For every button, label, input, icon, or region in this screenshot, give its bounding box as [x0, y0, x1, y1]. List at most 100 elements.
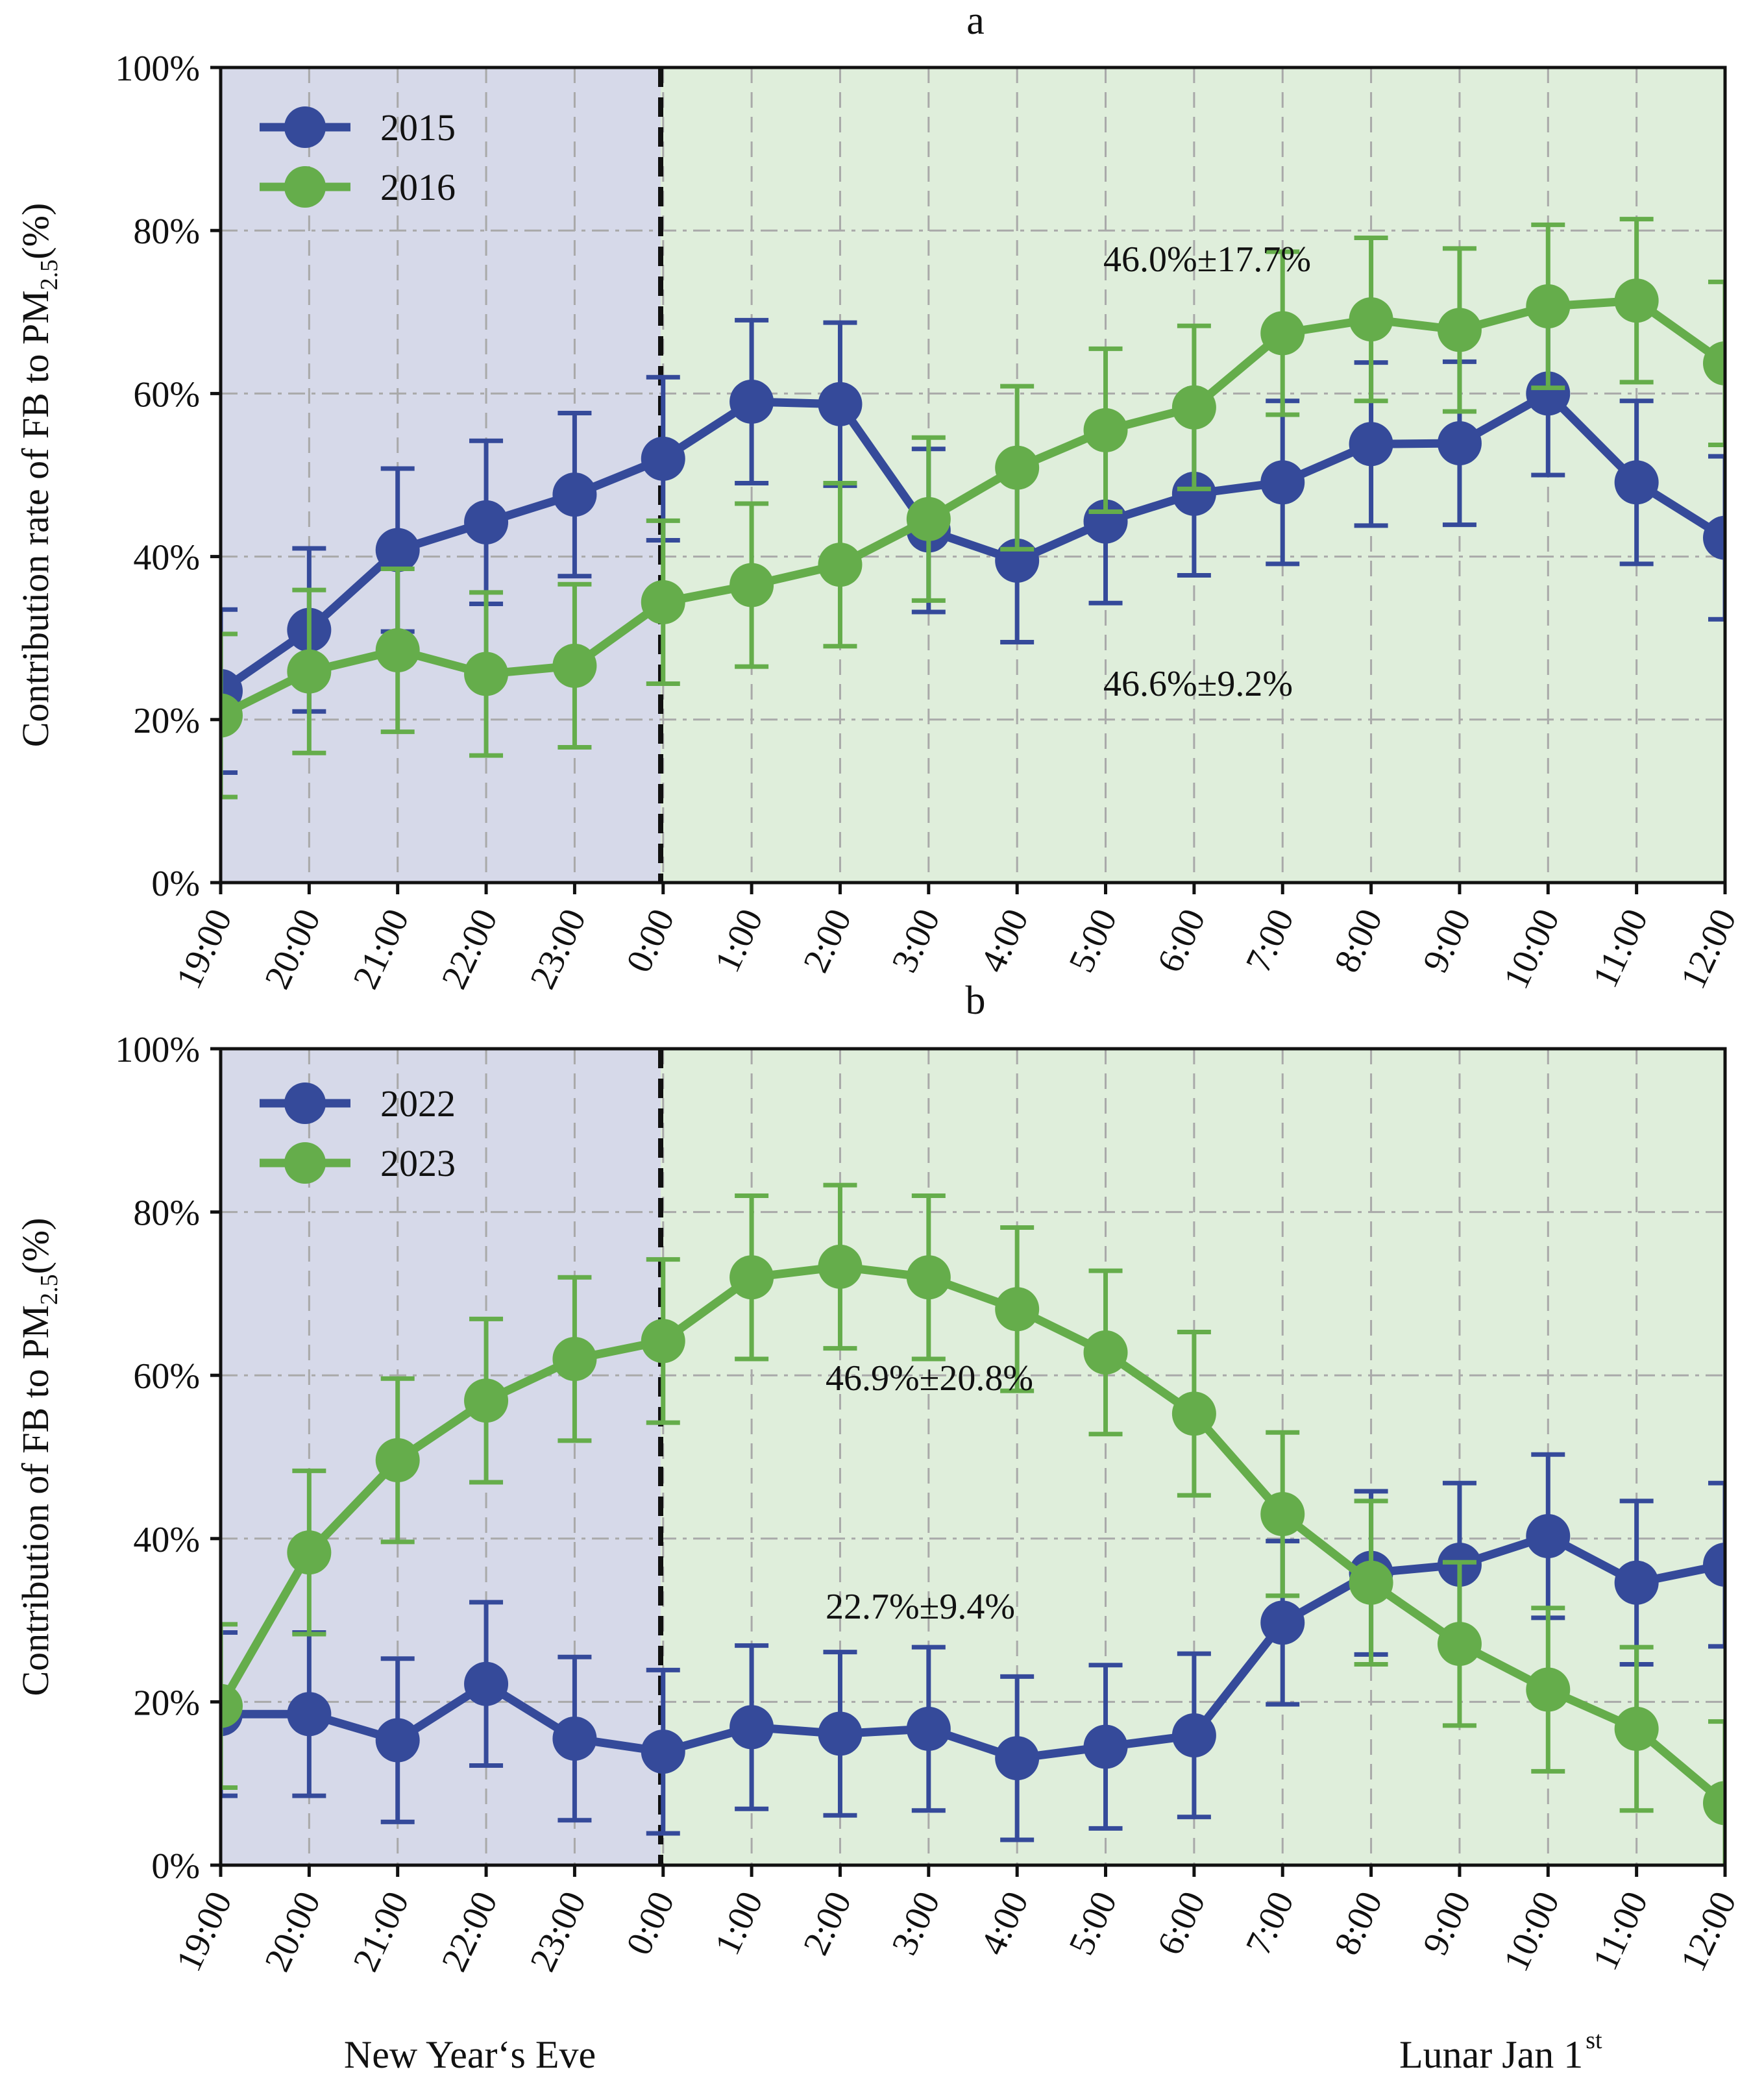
y-tick-label: 0% [151, 1846, 200, 1887]
annotation-upper: 46.9%±20.8% [826, 1358, 1033, 1399]
data-point [1703, 1543, 1725, 1587]
data-point [1083, 1724, 1128, 1769]
x-tick-label: 6:00 [1149, 1885, 1213, 1961]
data-point [375, 1718, 420, 1763]
data-point [1526, 1514, 1571, 1559]
x-tick-label: 23:00 [522, 1885, 594, 1977]
x-tick-label: 9:00 [1415, 903, 1478, 978]
x-tick-label: 8:00 [1327, 1885, 1390, 1961]
data-point [1703, 515, 1725, 560]
annotation-lower: 22.7%±9.4% [826, 1587, 1015, 1627]
panel-a: a 0% 20% 40% 60% 80% 100% 19:00 20:00 21:00 22:0… [14, 0, 1745, 995]
data-point [729, 1705, 774, 1750]
panel-b-title: b [966, 979, 986, 1023]
x-tick-label: 6:00 [1149, 903, 1213, 978]
data-point [1349, 297, 1393, 342]
data-point [464, 1378, 509, 1423]
data-point [1526, 1667, 1571, 1712]
data-point [1349, 1560, 1393, 1605]
data-point [1171, 1713, 1216, 1757]
x-tick-label: 10:00 [1496, 1885, 1567, 1977]
annotation-lower: 46.6%±9.2% [1103, 664, 1293, 704]
x-tick-label: 2:00 [796, 1885, 859, 1961]
y-tick-label: 20% [133, 701, 200, 741]
data-point [641, 580, 685, 624]
data-point [1437, 1622, 1482, 1667]
data-point [464, 1661, 509, 1706]
data-point [464, 500, 509, 544]
data-point [552, 1337, 597, 1382]
legend-label: 2023 [380, 1142, 456, 1184]
data-point [552, 472, 597, 517]
x-tick-label: 12:00 [1673, 903, 1745, 995]
y-tick-label: 100% [115, 49, 200, 89]
x-tick-label: 1:00 [707, 903, 771, 978]
data-point [1349, 422, 1393, 467]
plot-frame [219, 66, 1727, 885]
y-tick-label: 0% [151, 864, 200, 904]
data-point [995, 1287, 1040, 1332]
x-tick-label: 7:00 [1238, 903, 1302, 978]
data-point [552, 643, 597, 688]
x-tick-label: 3:00 [884, 903, 948, 978]
data-point [818, 1711, 863, 1756]
data-point [375, 1438, 420, 1483]
data-point [641, 436, 685, 481]
x-tick-label: 5:00 [1061, 1885, 1125, 1961]
x-tick-label: 20:00 [257, 903, 328, 995]
y-tick-label: 80% [133, 212, 200, 252]
data-point [729, 563, 774, 607]
x-tick-label: 1:00 [707, 1885, 771, 1961]
footer-left-label: New Year‘s Eve [344, 2033, 596, 2076]
legend-marker [284, 1082, 326, 1124]
data-point [1171, 385, 1216, 430]
data-point [729, 379, 774, 424]
x-tick-label: 22:00 [434, 1885, 506, 1977]
x-tick-label: 7:00 [1238, 1885, 1302, 1961]
y-axis: 0% 20% 40% 60% 80% 100% [115, 1030, 221, 1887]
x-tick-label: 22:00 [434, 903, 506, 995]
data-point [1437, 421, 1482, 466]
data-point [1260, 311, 1305, 356]
legend-label: 2015 [380, 106, 456, 149]
x-tick-label: 0:00 [619, 903, 682, 978]
y-tick-label: 60% [133, 1356, 200, 1397]
data-point [1260, 460, 1305, 505]
x-axis: 19:00 20:00 21:00 22:00 23:00 0:00 1:00 2:00 3:0… [169, 1865, 1745, 1977]
data-point [1083, 408, 1128, 452]
x-tick-label: 23:00 [522, 903, 594, 995]
x-tick-label: 21:00 [345, 1885, 417, 1977]
y-tick-label: 40% [133, 1520, 200, 1560]
y-axis-label: Contribution rate of FB to PM2.5(%) [14, 203, 63, 748]
data-point [375, 628, 420, 673]
x-tick-label: 8:00 [1327, 903, 1390, 978]
y-tick-label: 100% [115, 1030, 200, 1070]
y-tick-label: 60% [133, 374, 200, 415]
data-point [464, 652, 509, 696]
x-tick-label: 0:00 [619, 1885, 682, 1961]
data-point [1526, 371, 1571, 416]
data-point [729, 1255, 774, 1300]
legend-marker [284, 166, 326, 208]
legend-marker [284, 1142, 326, 1184]
data-point [1171, 471, 1216, 516]
legend: 2022 2023 [260, 1082, 456, 1184]
data-point [1171, 1391, 1216, 1436]
data-point [375, 528, 420, 572]
x-tick-label: 4:00 [973, 1885, 1036, 1961]
x-tick-label: 20:00 [257, 1885, 328, 1977]
x-tick-label: 21:00 [345, 903, 417, 995]
plot-frame [219, 1047, 1727, 1867]
data-point [995, 1736, 1040, 1781]
series-layer [221, 1182, 1725, 1865]
panel-a-title: a [966, 0, 985, 43]
data-point [1526, 284, 1571, 329]
data-point [1614, 1560, 1659, 1605]
data-point [221, 1683, 243, 1728]
data-point [221, 693, 243, 738]
data-point [906, 496, 951, 541]
data-point [1260, 1492, 1305, 1537]
x-tick-label: 10:00 [1496, 903, 1567, 995]
